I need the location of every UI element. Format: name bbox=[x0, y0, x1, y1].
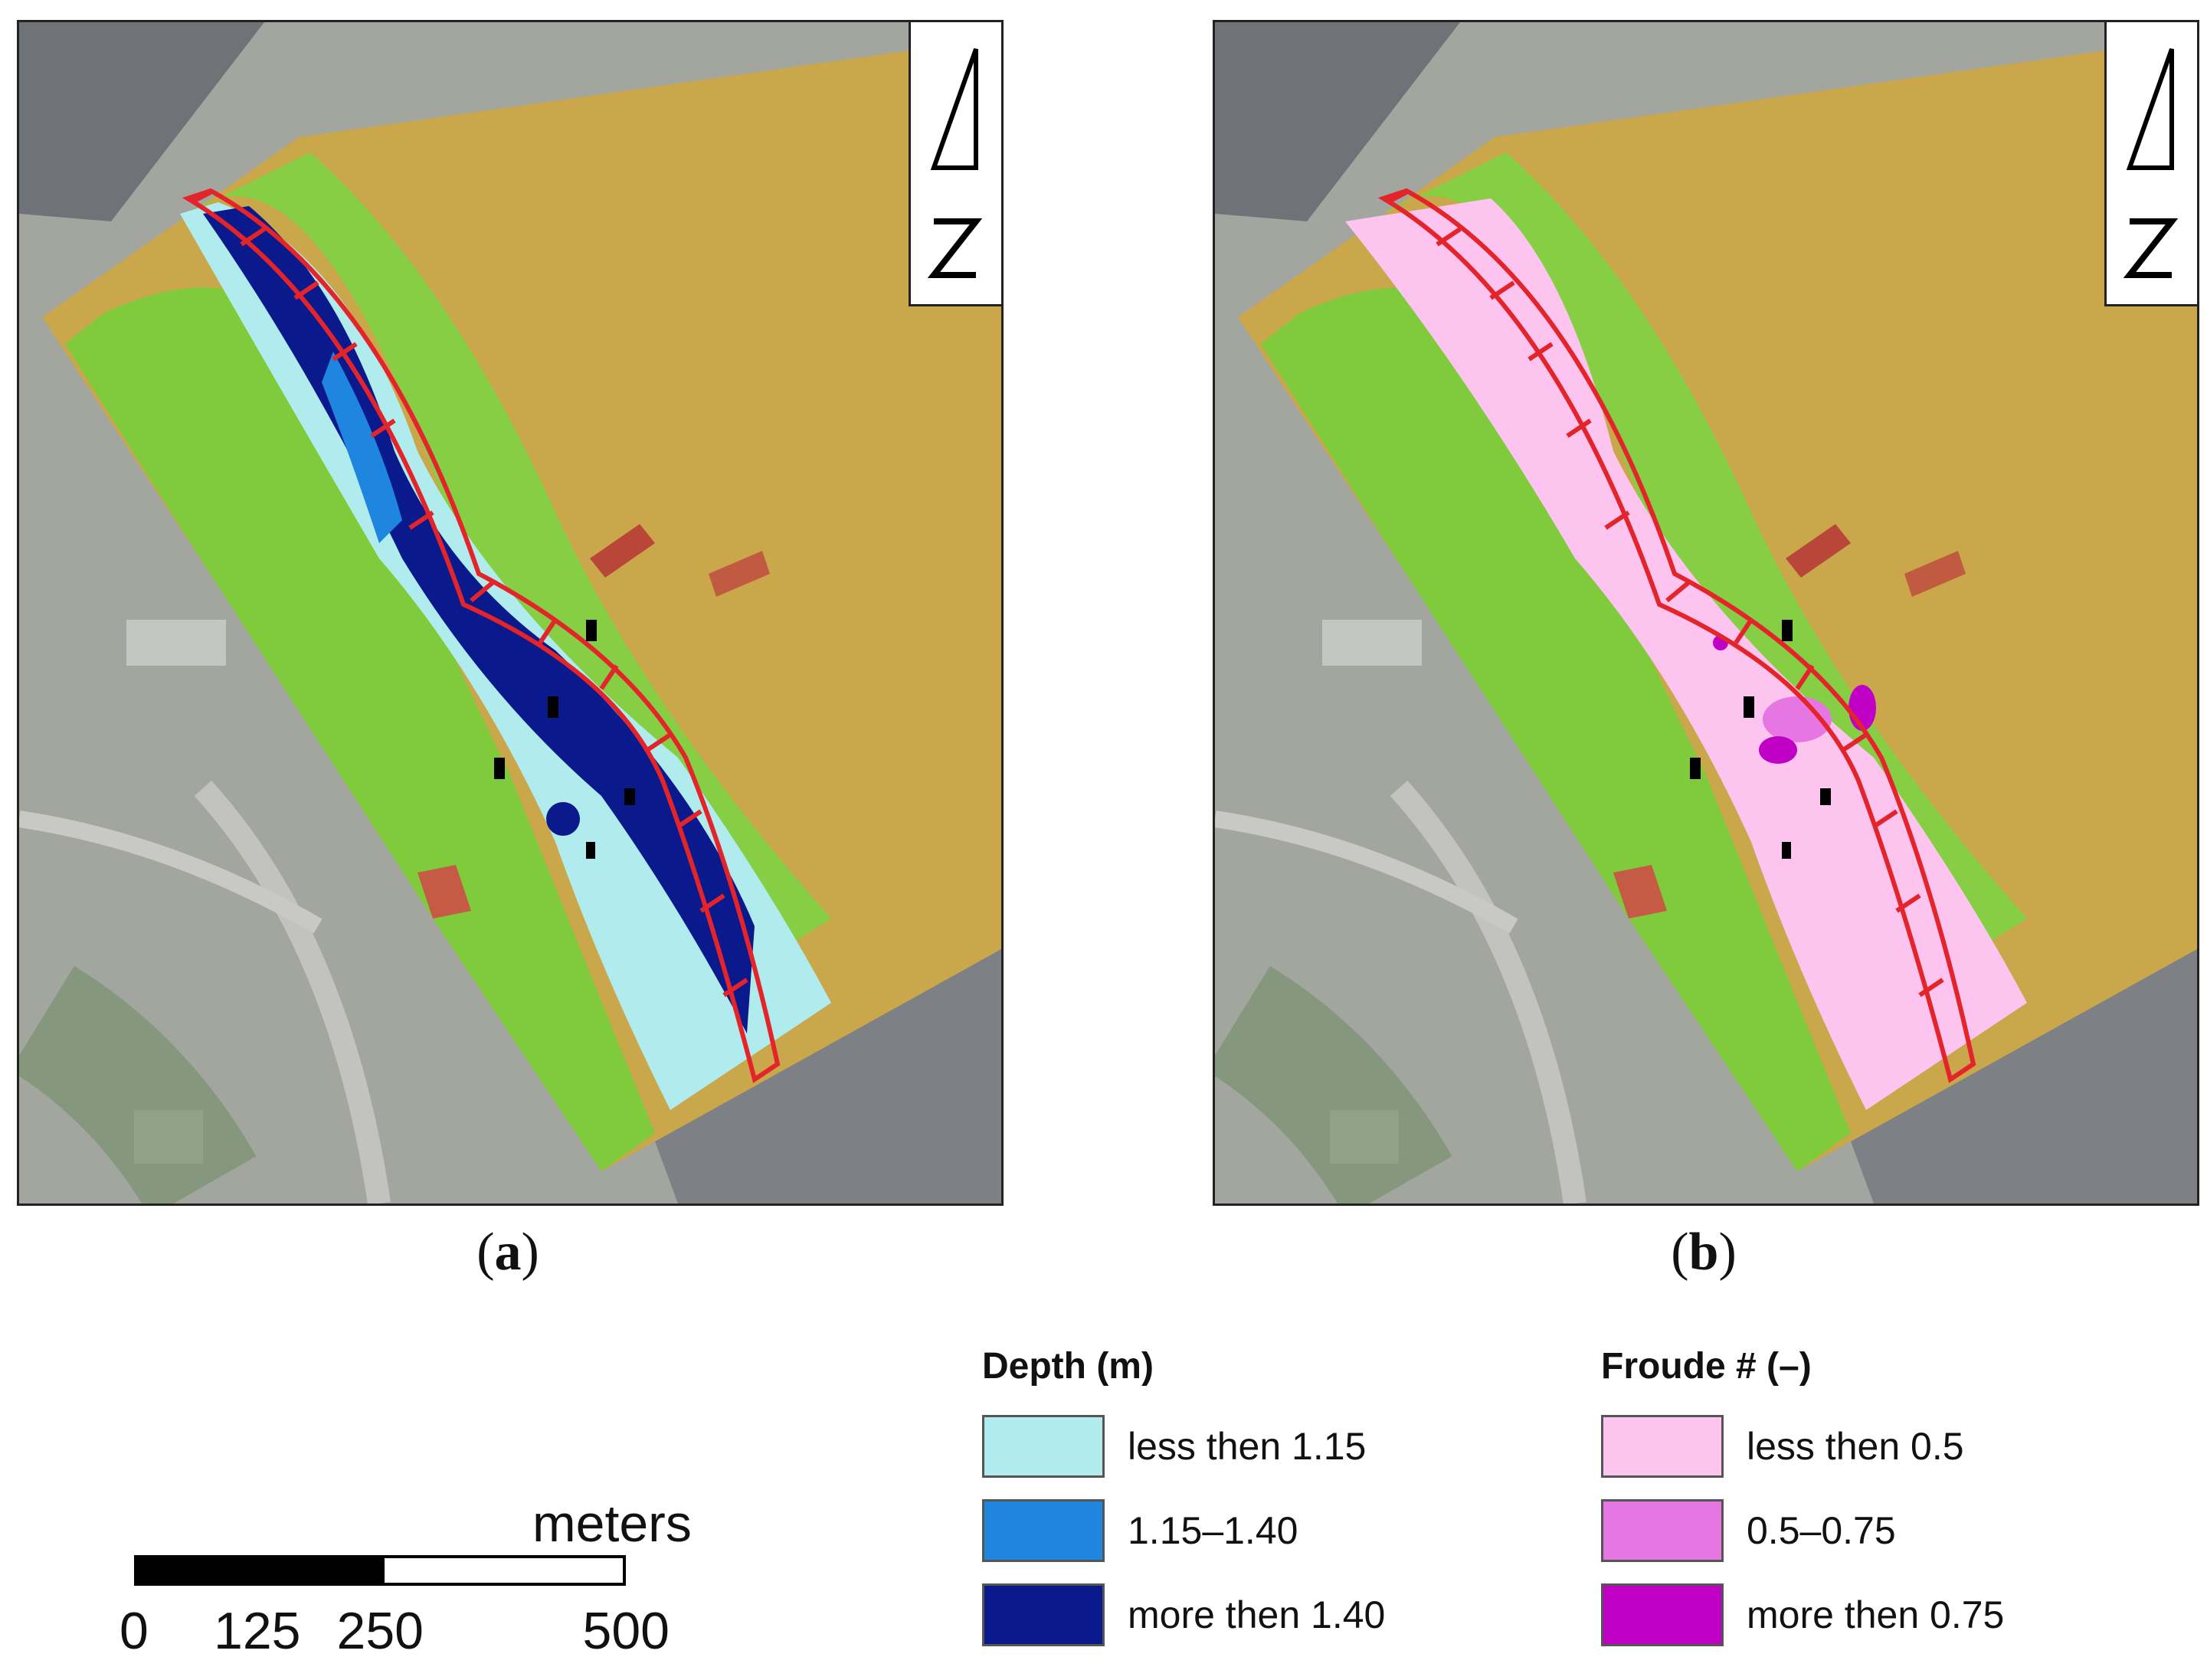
depth-water-layer bbox=[180, 202, 831, 1110]
legend-swatch bbox=[982, 1499, 1105, 1562]
legend-item: more then 1.40 bbox=[982, 1583, 1385, 1646]
panel-label-a: (a) bbox=[476, 1223, 539, 1282]
legend-swatch bbox=[1601, 1415, 1724, 1478]
scale-tick-label: 500 bbox=[582, 1602, 670, 1660]
scale-bar-graphic bbox=[134, 1555, 626, 1586]
legend-swatch bbox=[982, 1583, 1105, 1646]
scale-tick-label: 125 bbox=[214, 1602, 301, 1660]
pier-markers bbox=[494, 620, 635, 859]
panel-label-b: (b) bbox=[1671, 1223, 1737, 1282]
scale-unit: meters bbox=[532, 1495, 692, 1553]
legend-label: more then 0.75 bbox=[1747, 1593, 2005, 1636]
scale-segment-black bbox=[137, 1558, 385, 1583]
legend-item: 1.15–1.40 bbox=[982, 1499, 1385, 1562]
north-arrow-icon bbox=[2123, 47, 2179, 278]
north-arrow-icon bbox=[927, 47, 983, 278]
legend-swatch bbox=[1601, 1499, 1724, 1562]
legend-swatch bbox=[1601, 1583, 1724, 1646]
scale-tick-label: 250 bbox=[336, 1602, 424, 1660]
pier-markers bbox=[1690, 620, 1831, 859]
legend-froude-title: Froude # (–) bbox=[1601, 1346, 1812, 1387]
legend-item: more then 0.75 bbox=[1601, 1583, 2004, 1646]
legend-depth: Depth (m) less then 1.15 1.15–1.40 more … bbox=[982, 1344, 1385, 1668]
depth-map bbox=[19, 22, 1001, 1204]
legend-label: 0.5–0.75 bbox=[1747, 1509, 1896, 1552]
north-arrow bbox=[909, 22, 1001, 306]
legend-swatch bbox=[982, 1415, 1105, 1478]
legend-item: less then 0.5 bbox=[1601, 1415, 2004, 1478]
bridge-structure bbox=[1377, 188, 1976, 1083]
legend-item: 0.5–0.75 bbox=[1601, 1499, 2004, 1562]
north-arrow bbox=[2104, 22, 2197, 306]
legend-label: less then 0.5 bbox=[1747, 1425, 1964, 1468]
legend-label: more then 1.40 bbox=[1128, 1593, 1386, 1636]
legend-froude: Froude # (–) less then 0.5 0.5–0.75 more… bbox=[1601, 1344, 2004, 1668]
map-panel-depth bbox=[17, 20, 1004, 1206]
scale-ticks: 0 125 250 500 bbox=[115, 1601, 670, 1662]
bridge-structure bbox=[182, 188, 781, 1083]
legend-label: 1.15–1.40 bbox=[1128, 1509, 1298, 1552]
froude-map bbox=[1215, 22, 2197, 1204]
legend-depth-title: Depth (m) bbox=[982, 1346, 1154, 1387]
map-panel-froude bbox=[1213, 20, 2199, 1206]
scale-segment-white bbox=[385, 1558, 623, 1583]
legend-item: less then 1.15 bbox=[982, 1415, 1385, 1478]
scale-bar: meters 0 125 250 500 bbox=[115, 1494, 692, 1678]
scale-tick-label: 0 bbox=[120, 1602, 149, 1660]
legend-label: less then 1.15 bbox=[1128, 1425, 1367, 1468]
